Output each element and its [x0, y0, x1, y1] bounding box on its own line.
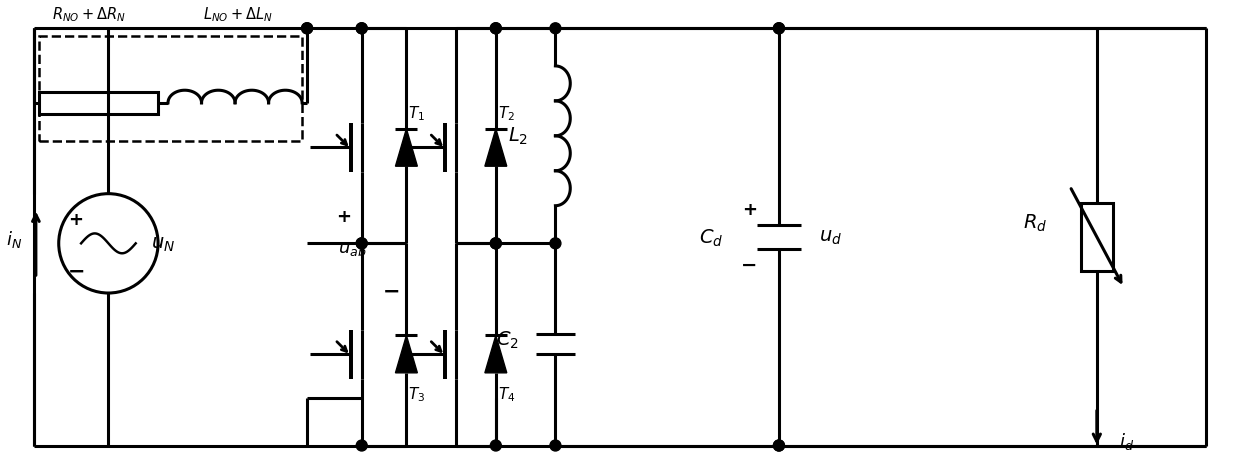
Text: $u_d$: $u_d$ — [819, 228, 841, 247]
Circle shape — [491, 238, 502, 249]
Text: $T_4$: $T_4$ — [498, 385, 515, 403]
Circle shape — [550, 440, 561, 451]
Circle shape — [301, 24, 312, 35]
Text: $u_N$: $u_N$ — [151, 234, 175, 253]
Polygon shape — [395, 129, 418, 167]
Text: −: − — [741, 256, 757, 275]
Bar — [38, 37, 302, 141]
Circle shape — [491, 24, 502, 35]
Text: $R_d$: $R_d$ — [1023, 212, 1047, 233]
Text: $T_2$: $T_2$ — [498, 104, 514, 123]
Text: $u_{ab}$: $u_{ab}$ — [337, 240, 366, 258]
Text: $C_2$: $C_2$ — [497, 329, 519, 350]
Text: $T_3$: $T_3$ — [409, 385, 425, 403]
Circle shape — [301, 24, 312, 35]
Bar — [1080, 204, 1113, 271]
Text: $R_{NO}+\Delta R_N$: $R_{NO}+\Delta R_N$ — [52, 6, 125, 24]
Polygon shape — [484, 336, 507, 373]
Text: $L_{NO}+\Delta L_N$: $L_{NO}+\Delta L_N$ — [203, 6, 273, 24]
Circle shape — [550, 238, 561, 249]
Polygon shape — [395, 336, 418, 373]
Circle shape — [357, 440, 367, 451]
Circle shape — [357, 238, 367, 249]
Polygon shape — [484, 129, 507, 167]
Text: +: + — [68, 210, 83, 228]
Text: +: + — [742, 201, 757, 218]
Text: −: − — [383, 281, 400, 301]
Text: $C_d$: $C_d$ — [699, 227, 724, 248]
Text: $i_N$: $i_N$ — [6, 228, 22, 249]
Bar — [38, 93, 159, 114]
Circle shape — [491, 24, 502, 35]
Circle shape — [773, 24, 784, 35]
Circle shape — [773, 440, 784, 451]
Text: $i_d$: $i_d$ — [1119, 430, 1134, 451]
Text: $T_1$: $T_1$ — [409, 104, 425, 123]
Text: +: + — [336, 207, 352, 225]
Circle shape — [550, 24, 561, 35]
Circle shape — [357, 24, 367, 35]
Circle shape — [357, 238, 367, 249]
Circle shape — [773, 24, 784, 35]
Circle shape — [491, 440, 502, 451]
Circle shape — [491, 238, 502, 249]
Text: −: − — [67, 261, 84, 281]
Text: $L_2$: $L_2$ — [508, 126, 528, 147]
Circle shape — [773, 440, 784, 451]
Circle shape — [357, 24, 367, 35]
